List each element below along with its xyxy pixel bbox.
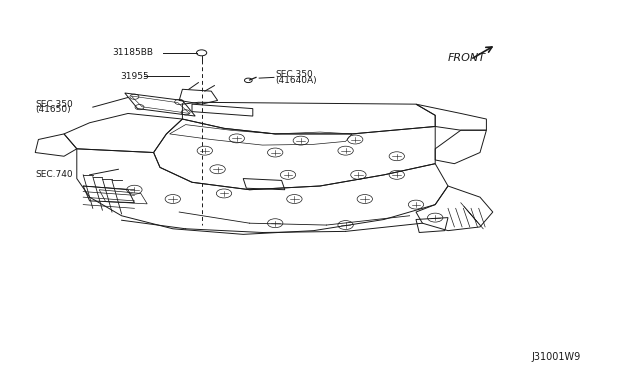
Text: (41650): (41650) <box>35 105 71 114</box>
Text: SEC.350: SEC.350 <box>35 100 73 109</box>
Text: J31001W9: J31001W9 <box>531 352 580 362</box>
Text: SEC.350: SEC.350 <box>275 70 313 79</box>
Text: FRONT: FRONT <box>448 53 486 62</box>
Text: (41640A): (41640A) <box>275 76 317 85</box>
Text: SEC.740: SEC.740 <box>35 170 73 179</box>
Text: 31185BB: 31185BB <box>112 48 153 57</box>
Text: 31955: 31955 <box>120 72 149 81</box>
